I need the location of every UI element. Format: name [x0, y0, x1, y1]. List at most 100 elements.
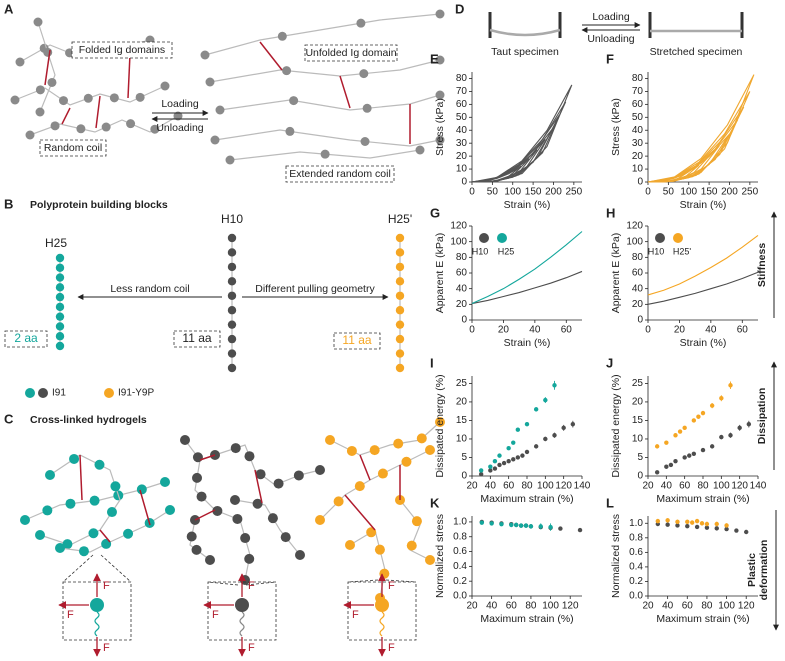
y-tick-label: 50 — [632, 112, 644, 123]
crosslink — [79, 454, 83, 501]
y-tick-label: 0.8 — [629, 532, 643, 543]
domain — [55, 322, 65, 331]
domain — [160, 477, 170, 487]
chain-backbone — [189, 519, 211, 561]
data-point — [501, 460, 507, 466]
x-axis-label: Strain (%) — [680, 337, 727, 349]
x-tick-label: 120 — [562, 601, 579, 612]
line-series — [647, 91, 751, 183]
data-point — [506, 446, 511, 451]
data-point — [724, 526, 729, 532]
x-axis-label: Maximum strain (%) — [656, 613, 749, 625]
y-tick-label: 10 — [632, 434, 644, 445]
construct-name: H25 — [45, 236, 67, 250]
data-point — [497, 462, 502, 468]
x-tick-label: 80 — [521, 481, 533, 492]
data-point — [685, 523, 690, 529]
y-tick-label: 40 — [456, 125, 468, 136]
domain — [435, 135, 445, 145]
data-point — [665, 518, 670, 523]
x-tick-label: 20 — [642, 601, 654, 612]
domain — [55, 253, 65, 263]
x-tick-label: 20 — [642, 481, 654, 492]
y-tick-label: 120 — [626, 221, 643, 232]
arrow-label: Loading — [592, 11, 630, 23]
domain — [76, 124, 86, 134]
data-point — [682, 425, 687, 431]
domain — [78, 546, 89, 557]
data-point — [746, 421, 752, 427]
y-tick-label: 70 — [456, 86, 468, 97]
x-tick-label: 80 — [525, 601, 537, 612]
zoom-guide — [385, 579, 417, 583]
domain — [395, 248, 405, 257]
domain — [62, 539, 73, 550]
panel-label: C — [4, 411, 14, 426]
x-tick-label: 120 — [731, 481, 748, 492]
y-tick-label: 25 — [456, 378, 468, 389]
side-label: Stiffness — [756, 243, 768, 288]
legend-swatch — [655, 233, 665, 243]
domain — [227, 349, 237, 358]
panel-label: A — [4, 1, 14, 16]
y-axis-label: Apparent E (kPa) — [610, 233, 622, 314]
y-tick-label: 0 — [637, 471, 643, 482]
x-tick-label: 60 — [503, 481, 515, 492]
domain — [101, 122, 111, 132]
callout-box — [71, 41, 173, 59]
crosslink — [344, 494, 376, 531]
data-point — [523, 523, 529, 528]
data-point — [488, 468, 493, 473]
domain — [435, 417, 445, 427]
domain — [360, 137, 370, 147]
domain — [315, 465, 325, 475]
x-axis-label: Maximum strain (%) — [656, 493, 749, 505]
y-tick-label: 20 — [456, 397, 468, 408]
domain — [280, 532, 291, 543]
data-point — [704, 521, 710, 527]
schematics: F F F F F F F F F — [10, 9, 445, 657]
domain — [135, 92, 145, 102]
y-tick-label: 70 — [632, 86, 644, 97]
data-point — [518, 523, 524, 528]
force-label: F — [103, 580, 110, 592]
domain — [192, 472, 203, 483]
x-tick-label: 80 — [697, 481, 709, 492]
y-tick-label: 20 — [456, 299, 468, 310]
specimen-label: Stretched specimen — [650, 46, 743, 58]
chain-backbone — [219, 94, 441, 111]
data-point — [654, 444, 660, 449]
linker-length: 11 aa — [182, 331, 211, 345]
domain — [267, 513, 278, 524]
data-point — [691, 451, 697, 456]
y-tick-label: 60 — [632, 99, 644, 110]
domain — [406, 540, 417, 551]
data-point — [673, 458, 678, 464]
crosslink — [194, 509, 216, 521]
domain — [289, 96, 299, 106]
domain — [55, 302, 65, 312]
callout-box — [4, 330, 48, 348]
x-tick-label: 120 — [738, 601, 755, 612]
domain — [282, 66, 292, 76]
data-point — [689, 520, 695, 525]
x-tick-label: 100 — [680, 187, 697, 198]
domain — [227, 291, 237, 300]
data-point — [511, 440, 516, 445]
legend-label: H10 — [472, 246, 489, 256]
callout-box — [285, 165, 395, 183]
x-tick-label: 40 — [705, 325, 717, 336]
domain — [165, 505, 175, 515]
domain — [35, 107, 45, 117]
data-point — [509, 522, 514, 528]
domain — [395, 334, 405, 344]
force-label: F — [248, 642, 255, 654]
panel-title: Cross-linked hydrogels — [30, 414, 147, 426]
linker-length: 11 aa — [342, 333, 371, 347]
x-tick-label: 60 — [506, 601, 518, 612]
crosslink — [127, 53, 131, 99]
y-tick-label: 120 — [450, 221, 467, 232]
domain — [65, 498, 76, 509]
x-tick-label: 40 — [485, 481, 497, 492]
